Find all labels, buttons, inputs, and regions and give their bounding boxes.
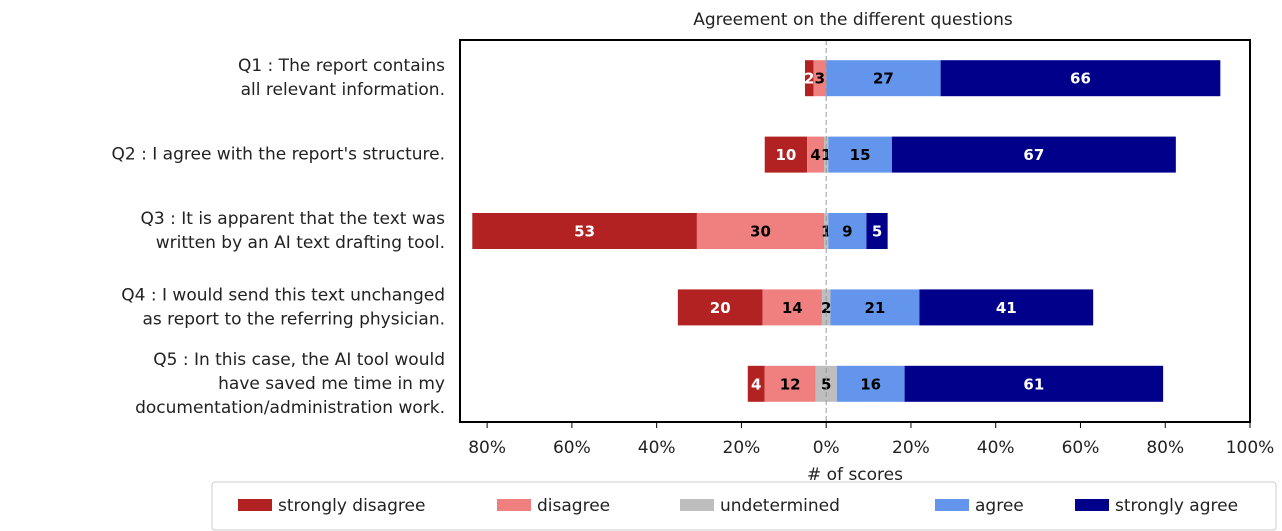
bar-segment [677,289,763,326]
category-label: Q1 : The report contains [238,56,445,76]
chart-title: Agreement on the different questions [693,10,1013,30]
x-tick-label: 20% [892,438,930,458]
value-label: 61 [1023,375,1044,393]
value-label: 10 [775,146,796,164]
bar-segment [940,60,1221,97]
x-tick-label: 40% [977,438,1015,458]
x-tick-label: 60% [1062,438,1100,458]
bar-segment [696,213,825,249]
x-tick-label: 0% [813,438,840,458]
value-label: 4 [810,146,820,164]
value-label: 2 [804,70,814,88]
bar-segment [762,289,822,326]
category-label: Q4 : I would send this text unchanged [121,285,445,305]
category-label: have saved me time in my [218,374,445,394]
value-label: 12 [780,375,801,393]
bar-segment [891,136,1176,173]
legend-swatch [497,499,531,511]
category-label: Q5 : In this case, the AI tool would [153,350,445,370]
category-label: Q3 : It is apparent that the text was [141,209,446,229]
x-axis-label: # of scores [807,465,903,485]
x-tick-label: 20% [723,438,761,458]
bar-segment [764,136,808,173]
legend-label: undetermined [720,496,840,516]
legend-label: strongly disagree [278,496,425,516]
category-label: written by an AI text drafting tool. [156,233,445,253]
category-label: as report to the referring physician. [142,309,445,329]
value-label: 20 [710,299,731,317]
bar-segment [904,365,1164,402]
bar-segment [747,365,765,402]
legend-box [211,481,1277,531]
value-label: 53 [574,223,595,241]
value-label: 41 [996,299,1017,317]
bar-segment [804,60,814,97]
bar-segment [828,213,867,249]
legend-label: strongly agree [1115,496,1238,516]
legend-swatch [1075,499,1109,511]
bar-segment [828,136,892,173]
value-label: 67 [1023,146,1044,164]
value-label: 14 [782,299,803,317]
bar-segment [836,365,905,402]
value-label: 27 [873,70,894,88]
bar-segment [824,213,829,249]
value-label: 21 [864,299,885,317]
x-tick-label: 80% [468,438,506,458]
value-label: 15 [850,146,871,164]
bar-segment [826,60,941,97]
plot-frame [459,39,1251,423]
bar-segment [807,136,825,173]
value-label: 3 [815,70,825,88]
x-tick-label: 100% [1226,438,1275,458]
bar-segment [815,365,837,402]
legend-label: agree [975,496,1024,516]
x-tick-label: 60% [553,438,591,458]
legend-label: disagree [537,496,610,516]
category-label: documentation/administration work. [135,398,445,418]
value-label: 16 [860,375,881,393]
legend-swatch [238,499,272,511]
legend-swatch [935,499,969,511]
bar-segment [813,60,827,97]
legend-swatch [680,499,714,511]
category-label: Q2 : I agree with the report's structure… [112,145,445,165]
bar-segment [830,289,920,326]
value-label: 66 [1070,70,1091,88]
bar-segment [866,213,888,249]
value-label: 30 [750,223,771,241]
value-label: 9 [842,223,852,241]
category-label: all relevant information. [241,80,445,100]
x-tick-label: 40% [638,438,676,458]
value-label: 5 [872,223,882,241]
value-label: 4 [751,375,761,393]
bar-segment [919,289,1094,326]
bar-segment [472,213,697,249]
x-tick-label: 80% [1146,438,1184,458]
bar-segment [764,365,816,402]
value-label: 1 [821,223,831,241]
